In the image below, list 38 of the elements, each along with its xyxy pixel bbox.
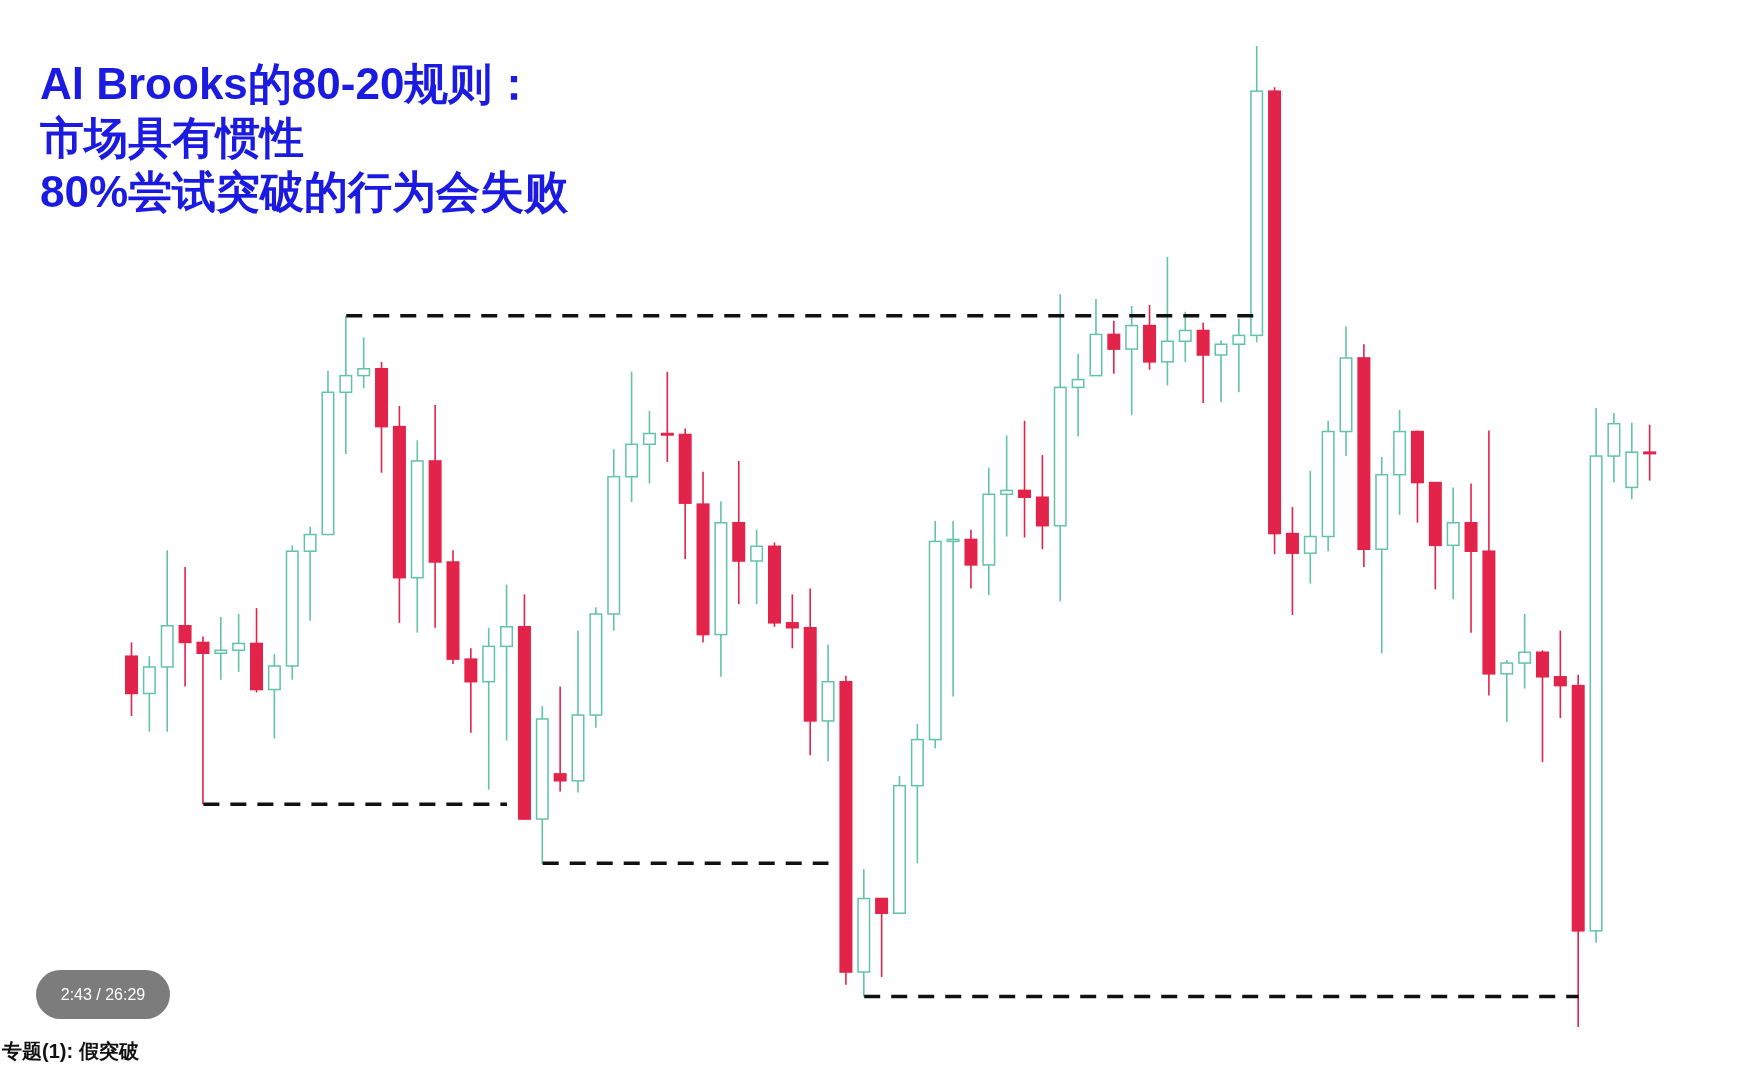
annotation: 80%尝试突破的行为会失败 — [40, 166, 569, 218]
candlestick — [267, 653, 281, 740]
annotation: 2:43 / 26:29 — [36, 970, 170, 1019]
text: 市场具有惯性 — [40, 112, 305, 164]
candlestick — [1107, 319, 1121, 375]
candlestick — [1643, 423, 1657, 482]
candlestick — [357, 336, 371, 390]
candlestick — [660, 370, 674, 463]
candlestick — [1500, 659, 1514, 723]
candlestick — [785, 593, 799, 650]
candlestick — [1518, 613, 1532, 690]
text: 专题(1): 假突破 — [2, 1039, 139, 1064]
candlestick — [1071, 353, 1085, 438]
candlestick — [232, 613, 246, 673]
candlestick — [196, 635, 210, 806]
candlestick — [553, 685, 567, 793]
candlestick — [1303, 469, 1317, 585]
candlestick — [339, 314, 353, 455]
candlestick — [464, 647, 478, 734]
chart-title: Al Brooks的80-20规则： — [40, 58, 538, 110]
candlestick — [178, 566, 192, 688]
candlestick — [1232, 317, 1246, 394]
candlestick — [1125, 305, 1139, 416]
candlestick — [303, 525, 317, 622]
candlestick — [1446, 486, 1460, 601]
candlestick — [1214, 339, 1228, 403]
candlestick — [750, 528, 764, 605]
candlestick — [1178, 311, 1192, 363]
candlestick — [946, 520, 960, 698]
candlestick — [1160, 256, 1174, 387]
candlestick — [1553, 629, 1567, 719]
candlestick — [1000, 434, 1014, 538]
candlestick — [1018, 419, 1032, 539]
candlestick — [1285, 506, 1299, 616]
candlestick — [214, 616, 228, 681]
candlestick — [875, 897, 889, 978]
candlestick — [500, 583, 514, 742]
candlestick — [642, 410, 656, 485]
